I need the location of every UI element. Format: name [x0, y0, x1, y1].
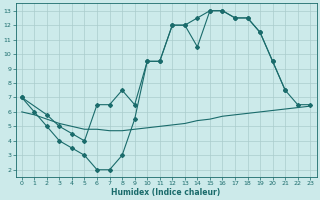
X-axis label: Humidex (Indice chaleur): Humidex (Indice chaleur) [111, 188, 221, 197]
